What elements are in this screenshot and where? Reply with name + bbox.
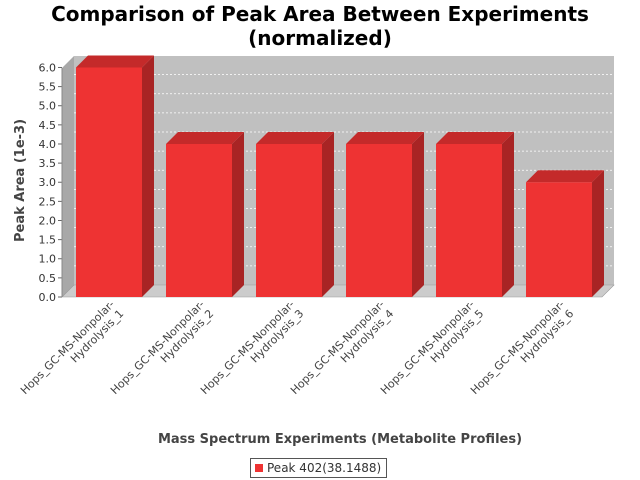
- y-tick-label: 0.0: [39, 291, 57, 304]
- bar-side: [412, 131, 424, 297]
- chart-title-line-2: (normalized): [248, 26, 392, 50]
- legend-series-name: Peak 402(38.1488): [267, 461, 382, 475]
- legend: Peak 402(38.1488): [250, 458, 388, 478]
- y-tick-label: 6.0: [39, 61, 57, 74]
- bar: [346, 143, 412, 297]
- bar-side: [592, 170, 604, 297]
- x-tick-label-line: Hops_GC-MS-Nonpolar-: [198, 298, 297, 397]
- bar: [436, 143, 502, 297]
- bar-side: [502, 131, 514, 297]
- bar-top: [436, 131, 514, 144]
- y-tick-label: 5.0: [39, 100, 57, 113]
- y-axis-label: Peak Area (1e-3): [13, 119, 28, 242]
- x-axis-label: Mass Spectrum Experiments (Metabolite Pr…: [157, 432, 523, 447]
- y-tick-label: 1.0: [39, 253, 57, 266]
- bar-top: [526, 170, 604, 183]
- bar-side: [142, 55, 154, 297]
- bar: [256, 143, 322, 297]
- x-tick-label-line: Hops_GC-MS-Nonpolar-: [288, 298, 387, 397]
- y-tick-label: 4.5: [39, 119, 57, 132]
- x-tick-label-line: Hops_GC-MS-Nonpolar-: [468, 298, 567, 397]
- x-tick-label: Hops_GC-MS-Nonpolar-Hydrolysis_6: [468, 298, 576, 406]
- y-tick-label: 3.5: [39, 157, 57, 170]
- bar-side: [322, 131, 334, 297]
- bar-top: [256, 131, 334, 144]
- y-tick-label: 3.0: [39, 176, 57, 189]
- x-tick-label-line: Hops_GC-MS-Nonpolar-: [108, 298, 207, 397]
- x-tick-label-line: Hops_GC-MS-Nonpolar-: [378, 298, 477, 397]
- chart-title-line-1: Comparison of Peak Area Between Experime…: [51, 2, 589, 26]
- bar-top: [166, 131, 244, 144]
- y-tick-label: 1.5: [39, 234, 57, 247]
- y-tick-label: 0.5: [39, 272, 57, 285]
- legend-swatch: [255, 464, 263, 472]
- bar-top: [76, 55, 154, 68]
- bar: [526, 182, 592, 297]
- bar: [166, 143, 232, 297]
- bar-top: [346, 131, 424, 144]
- y-tick-label: 2.0: [39, 214, 57, 227]
- plot-side-wall: [62, 56, 74, 297]
- y-tick-label: 2.5: [39, 195, 57, 208]
- x-tick-label-line: Hops_GC-MS-Nonpolar-: [18, 298, 117, 397]
- chart-title: Comparison of Peak Area Between Experime…: [0, 2, 640, 50]
- bar: [76, 67, 142, 297]
- bar-side: [232, 131, 244, 297]
- y-tick-label: 4.0: [39, 138, 57, 151]
- y-tick-label: 5.5: [39, 81, 57, 94]
